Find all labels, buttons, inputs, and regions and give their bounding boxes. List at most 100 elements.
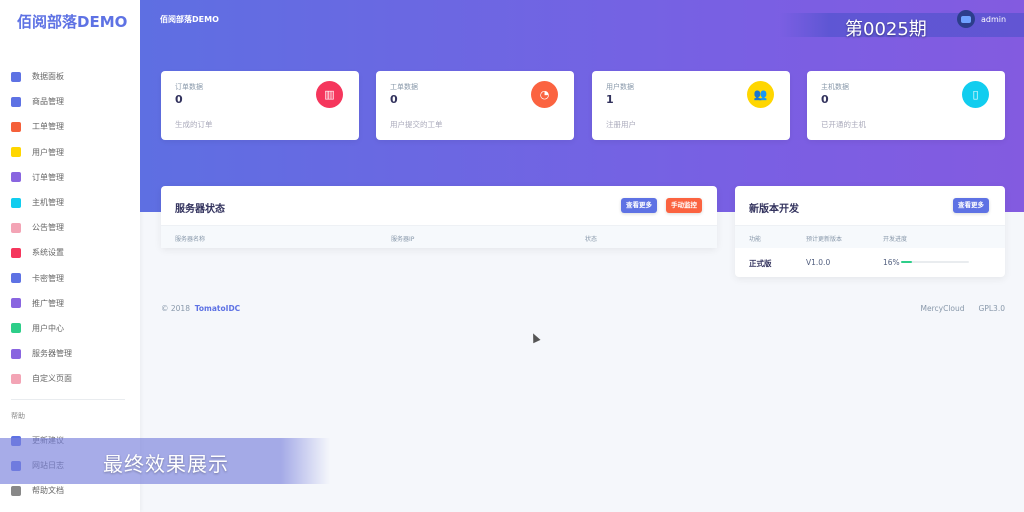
copyright-text: © 2018 bbox=[161, 304, 190, 313]
panel-title: 新版本开发 bbox=[749, 204, 799, 215]
footer-link[interactable]: GPL3.0 bbox=[978, 304, 1005, 313]
sidebar-item[interactable]: 公告管理 bbox=[0, 215, 140, 240]
sidebar-item[interactable]: 工单管理 bbox=[0, 114, 140, 139]
stat-label: 主机数据 bbox=[821, 83, 849, 91]
sidebar-item-label: 数据面板 bbox=[32, 72, 64, 82]
copy-icon bbox=[11, 298, 21, 309]
sidebar-item-label: 工单管理 bbox=[32, 122, 64, 132]
view-more-button[interactable]: 查看更多 bbox=[621, 198, 657, 213]
doc-icon bbox=[11, 485, 21, 496]
issue-label: 第0025期 bbox=[845, 19, 927, 40]
sidebar-item-label: 服务器管理 bbox=[32, 349, 72, 359]
stat-value: 0 bbox=[390, 93, 398, 106]
stat-value: 1 bbox=[606, 93, 614, 106]
stat-value: 0 bbox=[821, 93, 829, 106]
document-icon bbox=[11, 172, 21, 183]
footer-link[interactable]: MercyCloud bbox=[920, 304, 965, 313]
footer-copyright: © 2018 TomatoIDC bbox=[161, 304, 240, 313]
stat-card: 用户数据 1 注册用户 👥 bbox=[592, 71, 790, 140]
sidebar-item[interactable]: 卡密管理 bbox=[0, 266, 140, 291]
company-link[interactable]: TomatoIDC bbox=[194, 304, 241, 313]
sidebar-item[interactable]: 服务器管理 bbox=[0, 341, 140, 366]
sidebar-item-label: 主机管理 bbox=[32, 198, 64, 208]
monitor-icon bbox=[11, 71, 21, 82]
sidebar-item[interactable]: 主机管理 bbox=[0, 190, 140, 215]
progress-fill bbox=[901, 261, 912, 263]
sidebar-item[interactable]: 用户管理 bbox=[0, 140, 140, 165]
sidebar-item[interactable]: 帮助文档 bbox=[0, 478, 140, 503]
avatar[interactable] bbox=[957, 10, 975, 28]
stat-subtitle: 注册用户 bbox=[606, 120, 636, 129]
sidebar-item[interactable]: 系统设置 bbox=[0, 240, 140, 265]
sidebar-item-label: 帮助文档 bbox=[32, 486, 64, 496]
feature-cell: 正式版 bbox=[749, 259, 772, 268]
stat-subtitle: 已开通的主机 bbox=[821, 120, 866, 129]
sidebar-item[interactable]: 数据面板 bbox=[0, 64, 140, 89]
stat-label: 用户数据 bbox=[606, 83, 634, 91]
stat-card: 订单数据 0 生成的订单 ▥ bbox=[161, 71, 359, 140]
chart-pie-icon: ◔ bbox=[531, 81, 558, 108]
stat-value: 0 bbox=[175, 93, 183, 106]
stat-card: 主机数据 0 已开通的主机 ▯ bbox=[807, 71, 1005, 140]
brand-logo[interactable]: 佰阅部落DEMO bbox=[17, 13, 128, 31]
help-heading: 帮助 bbox=[11, 412, 25, 420]
column-header[interactable]: 服务器IP bbox=[391, 236, 415, 243]
sidebar-item-label: 公告管理 bbox=[32, 223, 64, 233]
column-header: 开发进度 bbox=[883, 236, 908, 243]
view-more-button[interactable]: 查看更多 bbox=[953, 198, 989, 213]
card-icon bbox=[11, 273, 21, 284]
server-status-panel: 服务器状态 查看更多 手动监控 服务器名称 服务器IP 状态 bbox=[161, 186, 717, 248]
column-header: 预计更新版本 bbox=[806, 236, 843, 243]
sidebar-item-label: 用户中心 bbox=[32, 323, 64, 333]
mouse-cursor-icon bbox=[529, 331, 541, 344]
panel-title: 服务器状态 bbox=[175, 204, 225, 215]
sidebar-item-label: 商品管理 bbox=[32, 97, 64, 107]
sidebar-item[interactable]: 推广管理 bbox=[0, 291, 140, 316]
footer-links: MercyCloud GPL3.0 bbox=[921, 304, 1005, 313]
sidebar-item-label: 自定义页面 bbox=[32, 374, 72, 384]
stat-subtitle: 用户提交的工单 bbox=[390, 120, 443, 129]
manual-monitor-button[interactable]: 手动监控 bbox=[666, 198, 702, 213]
sidebar-item[interactable]: 自定义页面 bbox=[0, 366, 140, 391]
version-panel: 新版本开发 查看更多 功能 预计更新版本 开发进度 正式版 V1.0.0 16% bbox=[735, 186, 1005, 277]
caption-overlay: 最终效果展示 bbox=[0, 438, 330, 484]
chart-icon bbox=[11, 348, 21, 359]
sidebar-item[interactable]: 商品管理 bbox=[0, 89, 140, 114]
sidebar-item[interactable]: 用户中心 bbox=[0, 316, 140, 341]
stat-subtitle: 生成的订单 bbox=[175, 120, 213, 129]
user-menu[interactable]: admin bbox=[957, 10, 1006, 28]
sidebar-item-label: 推广管理 bbox=[32, 298, 64, 308]
settings-icon bbox=[11, 373, 21, 384]
table-header: 服务器名称 服务器IP 状态 bbox=[161, 225, 717, 248]
username: admin bbox=[981, 14, 1007, 24]
table-header: 功能 预计更新版本 开发进度 bbox=[735, 225, 1005, 248]
sidebar-item-label: 系统设置 bbox=[32, 248, 64, 258]
pin-icon bbox=[11, 121, 21, 132]
version-cell: V1.0.0 bbox=[806, 258, 831, 267]
chart-bar-icon: ▥ bbox=[316, 81, 343, 108]
stat-label: 订单数据 bbox=[175, 83, 203, 91]
issue-overlay: 第0025期 bbox=[780, 13, 1024, 40]
sidebar-divider bbox=[11, 399, 125, 400]
building-icon: ▯ bbox=[962, 81, 989, 108]
progress-label: 16% bbox=[883, 258, 900, 267]
progress-bar bbox=[901, 261, 969, 263]
users-icon: 👥 bbox=[747, 81, 774, 108]
user-icon bbox=[11, 147, 21, 158]
page-title: 佰阅部落DEMO bbox=[160, 15, 219, 24]
bell-icon bbox=[11, 222, 21, 233]
sidebar: 佰阅部落DEMO 数据面板商品管理工单管理用户管理订单管理主机管理公告管理系统设… bbox=[0, 0, 140, 512]
browser-icon bbox=[11, 197, 21, 208]
chat-icon bbox=[11, 323, 21, 334]
sidebar-item-label: 卡密管理 bbox=[32, 273, 64, 283]
stat-card: 工单数据 0 用户提交的工单 ◔ bbox=[376, 71, 574, 140]
column-header[interactable]: 服务器名称 bbox=[175, 236, 206, 243]
sidebar-item[interactable]: 订单管理 bbox=[0, 165, 140, 190]
column-header: 功能 bbox=[749, 236, 762, 243]
sidebar-item-label: 用户管理 bbox=[32, 147, 64, 157]
planet-icon bbox=[11, 96, 21, 107]
gear-icon bbox=[11, 247, 21, 258]
stat-label: 工单数据 bbox=[390, 83, 418, 91]
sidebar-item-label: 订单管理 bbox=[32, 172, 64, 182]
column-header[interactable]: 状态 bbox=[585, 236, 598, 243]
